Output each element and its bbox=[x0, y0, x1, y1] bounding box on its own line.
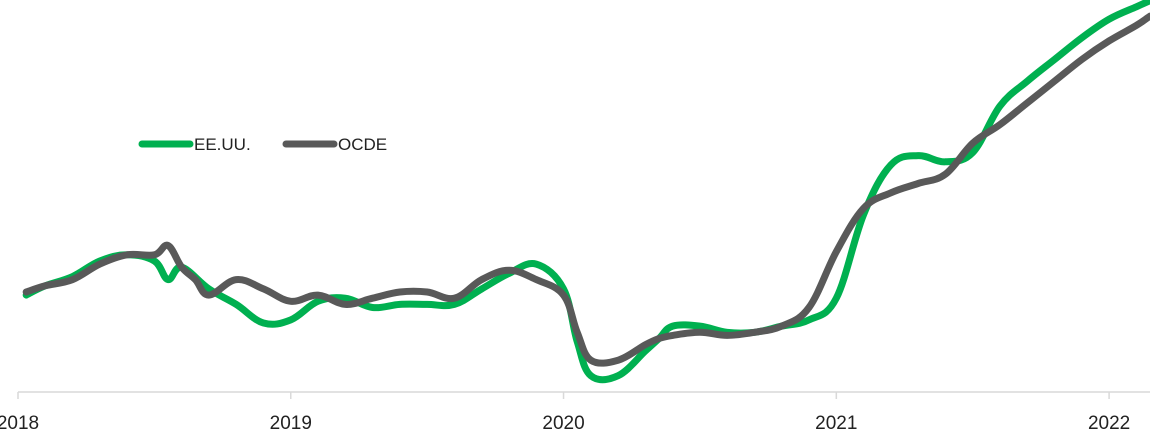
legend-label-ocde: OCDE bbox=[338, 135, 387, 154]
series-line-ocde bbox=[22, 12, 1150, 367]
x-tick-label: 2021 bbox=[815, 413, 857, 434]
legend-label-eeuu: EE.UU. bbox=[194, 135, 251, 154]
series-group bbox=[22, 0, 1150, 384]
legend: EE.UU. OCDE bbox=[138, 135, 387, 154]
x-axis: 2018 2019 2020 2021 2022 bbox=[0, 391, 1150, 434]
x-tick-label: 2018 bbox=[0, 413, 39, 434]
x-tick-label: 2020 bbox=[542, 413, 584, 434]
x-tick-label: 2019 bbox=[270, 413, 312, 434]
x-tick-label: 2022 bbox=[1088, 413, 1130, 434]
series-line-eeuu bbox=[22, 0, 1150, 384]
